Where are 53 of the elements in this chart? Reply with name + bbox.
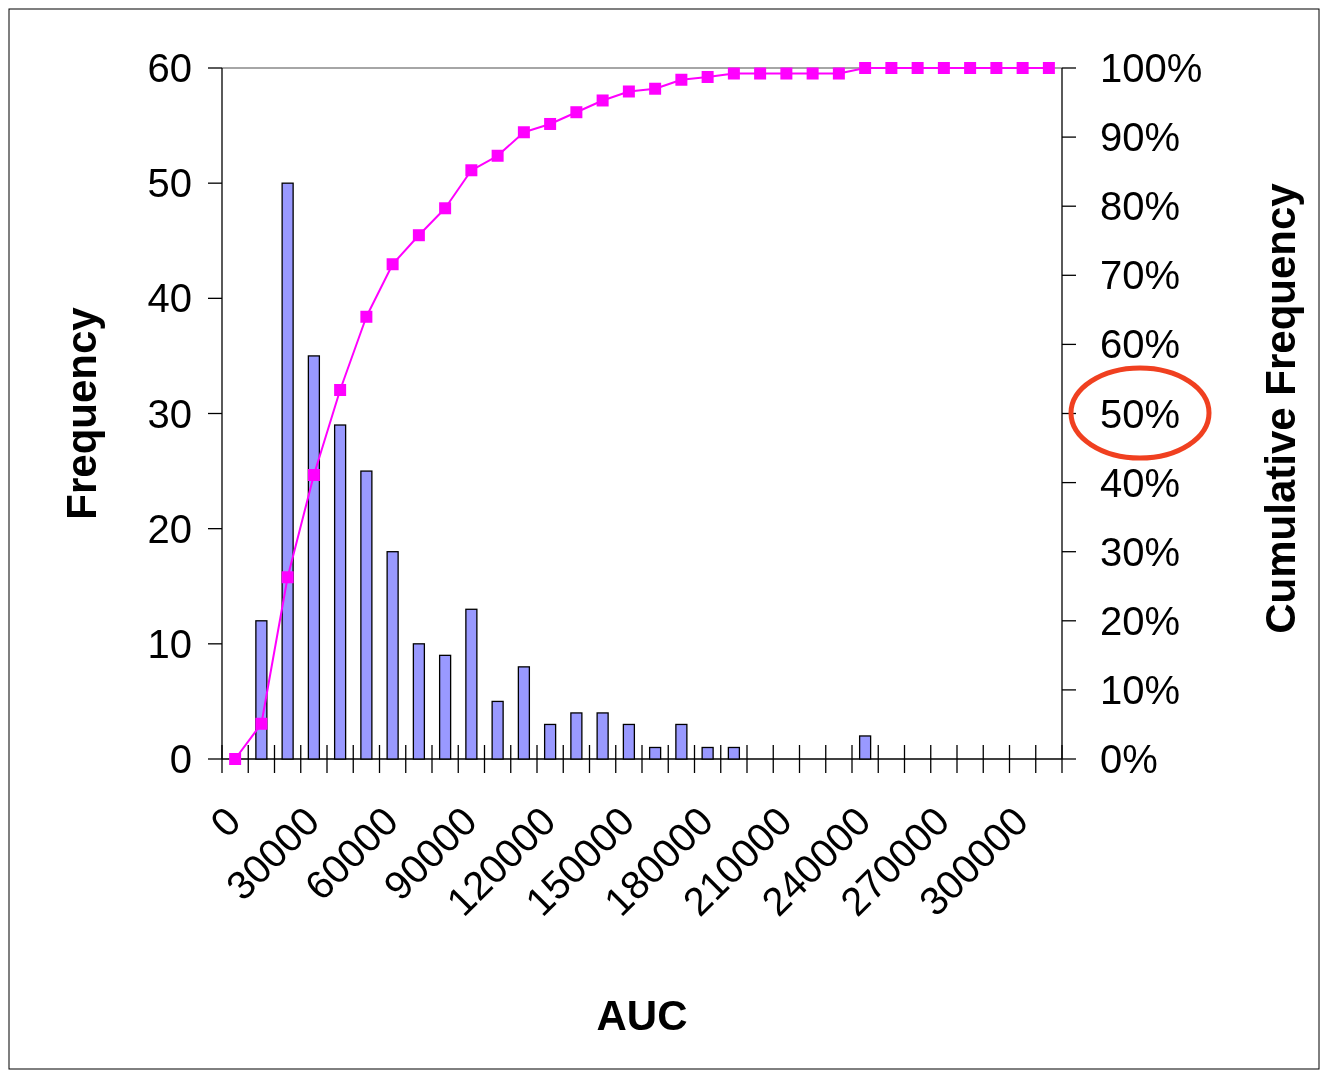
y2-tick-label: 20% — [1100, 598, 1181, 643]
y2-tick-label: 80% — [1100, 184, 1181, 229]
y2-tick-label: 10% — [1100, 667, 1181, 712]
point — [334, 384, 347, 397]
point — [675, 73, 688, 86]
point — [386, 258, 399, 271]
y-axis-title: Frequency — [58, 306, 105, 520]
y2-tick-label: 40% — [1100, 460, 1181, 505]
x-axis-title: AUC — [596, 992, 688, 1039]
point — [517, 126, 530, 139]
point — [885, 62, 898, 74]
point — [281, 571, 294, 584]
point — [622, 85, 635, 98]
y-tick-label: 50 — [147, 161, 192, 206]
point — [727, 67, 740, 80]
point — [596, 94, 609, 107]
y-tick-label: 40 — [147, 276, 192, 321]
point — [439, 202, 452, 215]
point — [964, 62, 977, 74]
point — [412, 229, 425, 242]
point — [465, 164, 478, 177]
point — [1042, 62, 1055, 74]
y2-tick-label: 70% — [1100, 253, 1181, 298]
point — [780, 67, 793, 80]
point — [859, 62, 872, 74]
y-tick-label: 10 — [147, 621, 192, 666]
point — [832, 67, 845, 80]
y2-tick-label: 0% — [1100, 737, 1158, 781]
y2-tick-label: 60% — [1100, 322, 1181, 367]
point — [911, 62, 924, 74]
y2-tick-label: 30% — [1100, 529, 1181, 574]
y-tick-label: 0 — [169, 737, 192, 781]
y2-axis-title: Cumulative Frequency — [1257, 182, 1304, 634]
point — [544, 117, 557, 130]
point — [491, 149, 504, 162]
point — [990, 62, 1003, 74]
y-tick-label: 30 — [147, 391, 192, 436]
point — [701, 70, 714, 83]
y2-tick-label: 100% — [1100, 46, 1203, 90]
point — [754, 67, 767, 80]
point — [649, 82, 662, 95]
point — [937, 62, 950, 74]
point — [570, 106, 583, 119]
y2-tick-label: 90% — [1100, 115, 1181, 160]
y-tick-label: 20 — [147, 506, 192, 551]
y2-tick-label: 50% — [1100, 391, 1181, 436]
point — [307, 469, 320, 481]
point — [806, 67, 819, 80]
point — [1016, 62, 1029, 74]
y-tick-label: 60 — [147, 46, 192, 90]
point — [360, 310, 373, 323]
point — [255, 717, 268, 730]
point — [229, 753, 242, 765]
